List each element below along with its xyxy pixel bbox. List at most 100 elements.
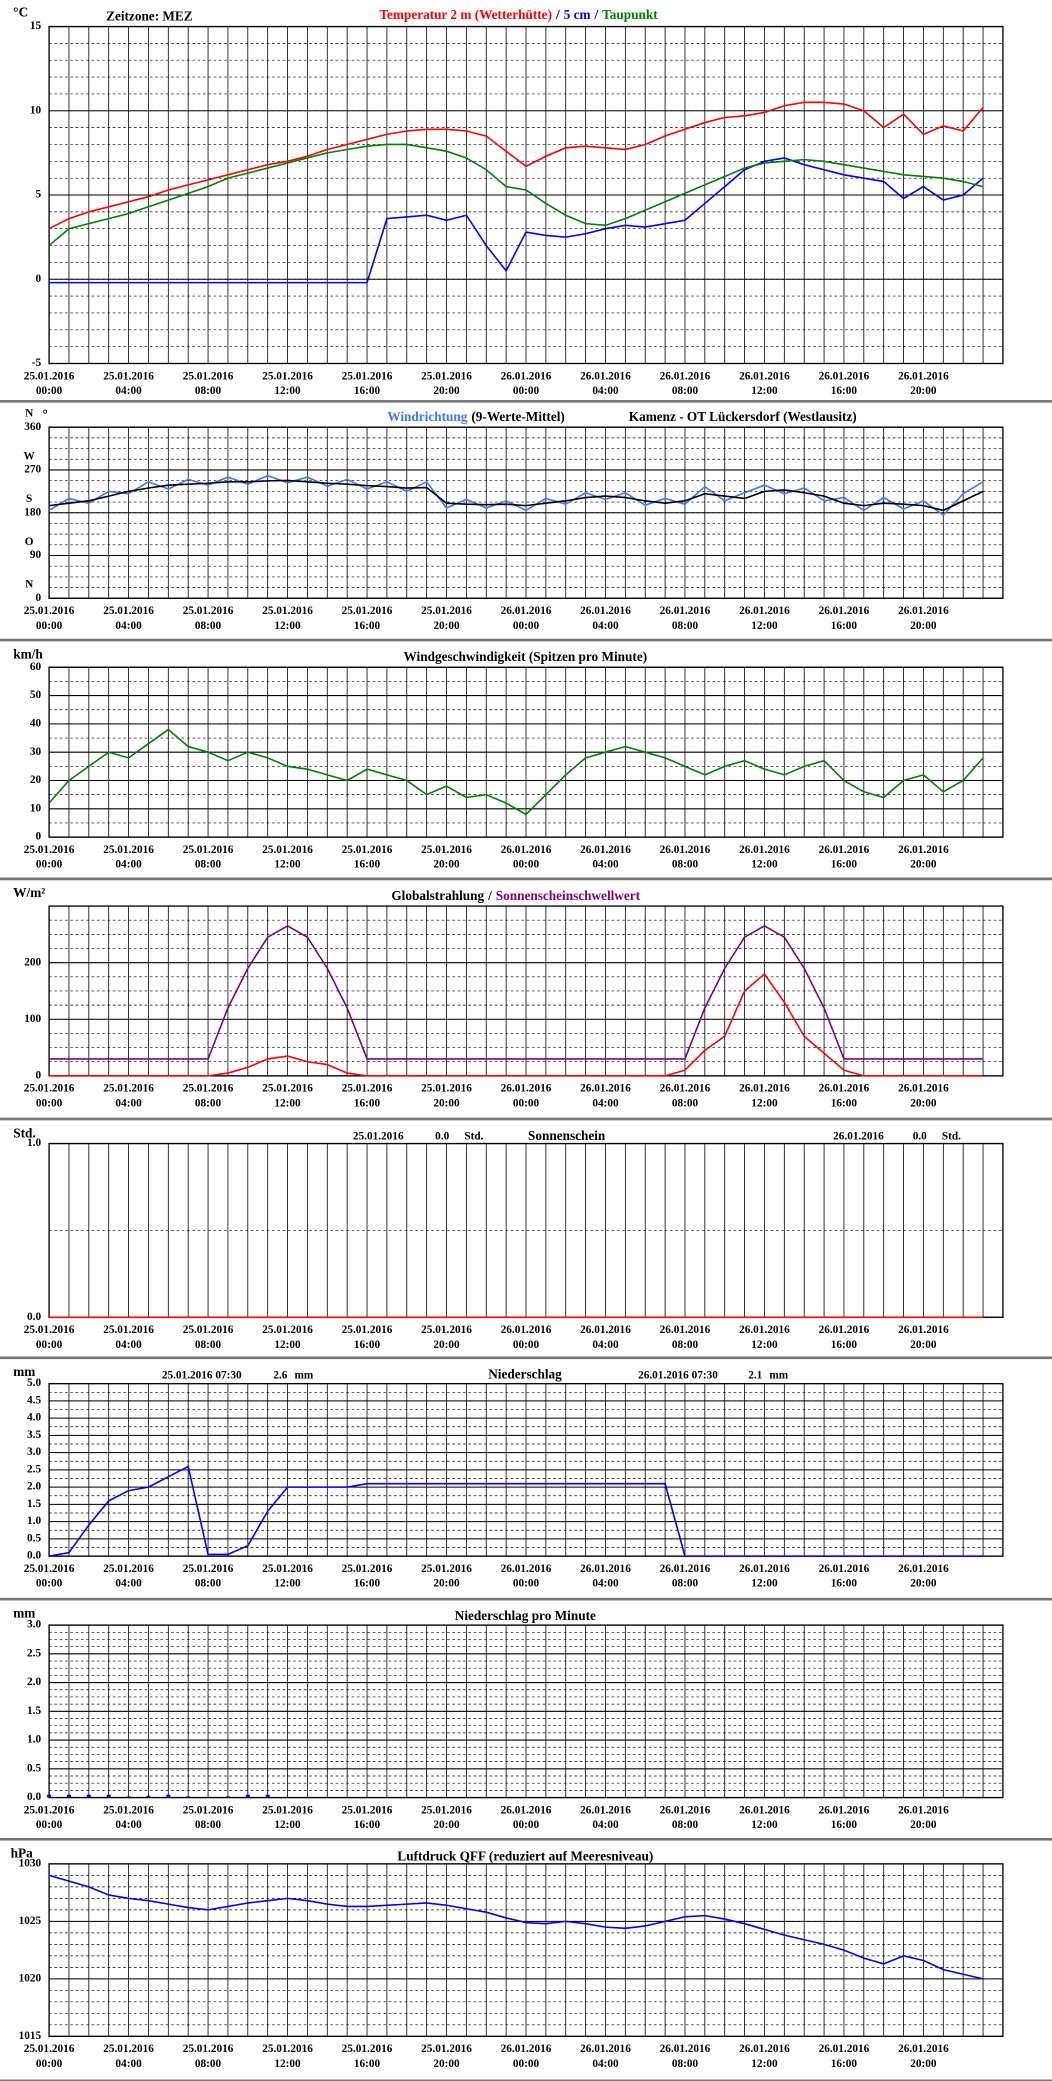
x-tick-time: 08:00 — [195, 1578, 222, 1590]
y-tick-label: 1.5 — [27, 1498, 41, 1510]
y-tick-label: 3.0 — [27, 1619, 41, 1631]
x-tick-time: 12:00 — [274, 1819, 301, 1831]
y-tick-label: 200 — [24, 956, 41, 968]
x-tick-date: 26.01.2016 — [739, 1563, 790, 1575]
unit: Std. — [13, 1125, 35, 1140]
x-tick-date: 26.01.2016 — [501, 2043, 552, 2055]
legend-entry: Taupunkt — [602, 7, 658, 22]
x-tick-date: 25.01.2016 — [103, 605, 154, 617]
series-line — [49, 972, 984, 1077]
x-tick-date: 25.01.2016 — [183, 2043, 234, 2055]
x-tick-time: 20:00 — [910, 2058, 937, 2070]
legend: Globalstrahlung / Sonnenscheinschwellwert — [391, 888, 640, 903]
unit: hPa — [11, 1846, 33, 1861]
x-tick-date: 25.01.2016 — [262, 1324, 313, 1336]
legend-separator: / — [555, 7, 560, 22]
x-tick-date: 26.01.2016 — [898, 605, 949, 617]
x-tick-time: 20:00 — [910, 620, 937, 632]
y-tick-label: 20 — [30, 774, 42, 786]
x-tick-time: 12:00 — [751, 2058, 778, 2070]
x-tick-date: 26.01.2016 — [660, 1563, 711, 1575]
x-tick-time: 04:00 — [592, 1819, 619, 1831]
x-tick-date: 25.01.2016 — [262, 1563, 313, 1575]
y-tick-label: 1020 — [19, 1972, 42, 1984]
y-tick-label: 4.0 — [27, 1412, 41, 1424]
x-tick-date: 25.01.2016 — [24, 605, 75, 617]
x-tick-time: 04:00 — [592, 1097, 619, 1109]
x-tick-date: 26.01.2016 — [739, 1324, 790, 1336]
x-tick-date: 26.01.2016 — [898, 1324, 949, 1336]
x-tick-time: 04:00 — [592, 2058, 619, 2070]
x-tick-time: 08:00 — [672, 2058, 699, 2070]
x-tick-date: 26.01.2016 — [501, 370, 552, 382]
x-tick-time: 04:00 — [115, 1819, 142, 1831]
x-tick-date: 25.01.2016 — [342, 1563, 393, 1575]
x-tick-date: 25.01.2016 — [24, 1563, 75, 1575]
x-tick-time: 08:00 — [195, 2058, 222, 2070]
x-tick-time: 16:00 — [354, 2058, 381, 2070]
y-tick-label: 10 — [30, 104, 42, 116]
x-tick-date: 25.01.2016 — [262, 370, 313, 382]
x-tick-date: 25.01.2016 — [421, 844, 472, 856]
direction-label: O — [25, 536, 34, 548]
x-tick-time: 04:00 — [115, 1339, 142, 1351]
y-tick-label: 2.5 — [27, 1647, 41, 1659]
daily-unit: mm — [295, 1369, 314, 1381]
x-tick-date: 25.01.2016 — [24, 1324, 75, 1336]
x-tick-time: 12:00 — [751, 1819, 778, 1831]
x-tick-date: 26.01.2016 — [739, 844, 790, 856]
x-tick-date: 25.01.2016 — [262, 605, 313, 617]
x-tick-date: 25.01.2016 — [24, 844, 75, 856]
x-tick-time: 08:00 — [672, 1578, 699, 1590]
y-tick-label: 0.0 — [27, 1791, 41, 1803]
daily-date: 26.01.2016 — [833, 1130, 884, 1142]
x-tick-date: 25.01.2016 — [24, 2043, 75, 2055]
x-tick-date: 25.01.2016 — [342, 370, 393, 382]
x-tick-time: 16:00 — [831, 620, 858, 632]
x-tick-date: 25.01.2016 — [183, 370, 234, 382]
y-tick-label: -5 — [32, 357, 42, 369]
x-tick-date: 25.01.2016 — [103, 1563, 154, 1575]
bar — [66, 1794, 71, 1798]
x-tick-date: 26.01.2016 — [819, 2043, 870, 2055]
x-tick-date: 26.01.2016 — [819, 1083, 870, 1095]
x-tick-date: 25.01.2016 — [103, 1324, 154, 1336]
x-tick-time: 08:00 — [672, 859, 699, 871]
direction-label: N — [25, 407, 33, 419]
y-tick-label: 60 — [30, 661, 42, 673]
y-tick-label: 0.5 — [27, 1532, 41, 1544]
legend-entry: Sonnenscheinschwellwert — [496, 888, 641, 903]
x-tick-date: 26.01.2016 — [501, 1083, 552, 1095]
y-tick-label: 0.5 — [27, 1762, 41, 1774]
x-tick-time: 12:00 — [274, 859, 301, 871]
x-tick-date: 26.01.2016 — [580, 844, 631, 856]
x-tick-time: 20:00 — [433, 1339, 460, 1351]
x-tick-date: 26.01.2016 — [501, 1324, 552, 1336]
x-tick-time: 00:00 — [36, 385, 63, 397]
x-tick-time: 12:00 — [274, 1339, 301, 1351]
x-tick-time: 20:00 — [910, 1097, 937, 1109]
x-tick-time: 16:00 — [354, 1819, 381, 1831]
x-tick-date: 25.01.2016 — [342, 844, 393, 856]
legend-entry: (9-Werte-Mittel) — [471, 409, 564, 424]
x-tick-time: 04:00 — [115, 620, 142, 632]
unit: W/m² — [13, 885, 45, 900]
x-tick-date: 25.01.2016 — [421, 370, 472, 382]
x-tick-date: 26.01.2016 — [739, 2043, 790, 2055]
bar — [146, 1795, 151, 1798]
y-tick-label: 2.0 — [27, 1676, 41, 1688]
x-tick-time: 16:00 — [831, 859, 858, 871]
x-tick-time: 00:00 — [513, 859, 540, 871]
y-tick-label: 10 — [30, 802, 42, 814]
x-tick-time: 00:00 — [36, 1578, 63, 1590]
x-tick-date: 26.01.2016 — [739, 1083, 790, 1095]
x-tick-time: 20:00 — [433, 385, 460, 397]
x-tick-time: 00:00 — [513, 1097, 540, 1109]
x-tick-time: 20:00 — [910, 859, 937, 871]
x-tick-date: 26.01.2016 — [660, 370, 711, 382]
y-tick-label: 0 — [35, 273, 41, 285]
x-tick-time: 20:00 — [910, 385, 937, 397]
y-tick-label: 2.5 — [27, 1463, 41, 1475]
x-tick-date: 26.01.2016 — [501, 605, 552, 617]
